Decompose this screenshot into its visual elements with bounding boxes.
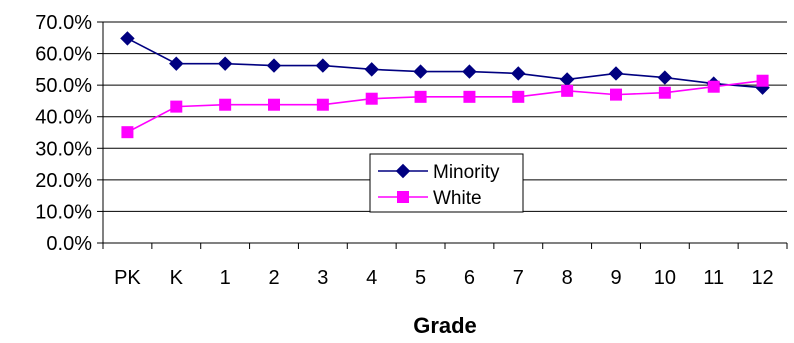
data-point xyxy=(217,56,233,71)
x-tick-label: K xyxy=(170,267,184,289)
data-point xyxy=(219,98,232,111)
data-point xyxy=(316,98,329,111)
data-point xyxy=(413,64,428,79)
legend-item-minority: Minority xyxy=(378,162,500,183)
data-point xyxy=(266,58,282,73)
series-line xyxy=(127,37,763,89)
series-layer xyxy=(120,31,770,139)
x-tick-label: 6 xyxy=(464,267,475,289)
data-point xyxy=(315,58,331,73)
legend: Minority White xyxy=(369,153,524,213)
data-point xyxy=(610,88,622,101)
data-point xyxy=(169,56,184,71)
x-tick-label: 2 xyxy=(268,267,279,289)
data-point xyxy=(756,74,769,87)
y-tick-label: 60.0% xyxy=(35,44,92,66)
data-point xyxy=(365,92,378,105)
data-point xyxy=(121,126,134,139)
x-tick-label: 8 xyxy=(562,267,573,289)
data-point xyxy=(268,98,280,111)
data-point xyxy=(120,31,135,46)
legend-label: Minority xyxy=(433,162,500,183)
x-tick-label: 12 xyxy=(751,267,773,289)
legend-label: White xyxy=(433,188,482,209)
y-tick-label: 50.0% xyxy=(35,75,92,97)
data-point xyxy=(559,72,575,87)
x-tick-label: 4 xyxy=(366,267,377,289)
x-tick-label: 7 xyxy=(513,267,524,289)
y-tick-label: 40.0% xyxy=(35,107,92,129)
series-white xyxy=(121,74,769,139)
x-tick-label: 11 xyxy=(703,267,724,289)
y-tick-label: 30.0% xyxy=(35,138,92,160)
legend-marker xyxy=(395,163,411,179)
data-point xyxy=(561,84,574,97)
data-point xyxy=(511,66,526,81)
data-point xyxy=(414,90,427,103)
y-tick-label: 10.0% xyxy=(35,201,92,223)
x-tick-label: 9 xyxy=(610,267,621,289)
legend-box xyxy=(369,153,524,213)
x-tick-label: PK xyxy=(114,267,141,289)
gridlines xyxy=(103,21,787,212)
y-axis: 0.0% 10.0% 20.0% 30.0% 40.0% 50.0% 60.0% 70.0% xyxy=(35,12,104,255)
legend-item-white: White xyxy=(378,188,482,209)
y-tick-label: 0.0% xyxy=(46,233,92,255)
x-tick-label: 3 xyxy=(317,267,328,289)
data-point xyxy=(462,64,477,79)
data-point xyxy=(170,100,183,113)
y-tick-label: 20.0% xyxy=(35,170,92,192)
data-point xyxy=(707,80,720,93)
x-tick-label: 5 xyxy=(415,267,426,289)
y-tick-label: 70.0% xyxy=(35,12,92,34)
x-axis-title: Grade xyxy=(413,313,477,338)
x-tick-label: 10 xyxy=(654,267,676,289)
data-point xyxy=(463,90,476,103)
x-axis: PK K 1 2 3 4 5 6 7 8 9 10 11 12 xyxy=(102,242,788,289)
series-minority xyxy=(120,31,770,95)
data-point xyxy=(658,86,671,99)
x-tick-label: 1 xyxy=(220,267,231,289)
data-point xyxy=(608,66,624,81)
data-point xyxy=(512,90,525,103)
series-line xyxy=(127,79,763,133)
data-point xyxy=(657,70,673,85)
legend-marker xyxy=(397,191,409,203)
data-point xyxy=(364,62,379,77)
